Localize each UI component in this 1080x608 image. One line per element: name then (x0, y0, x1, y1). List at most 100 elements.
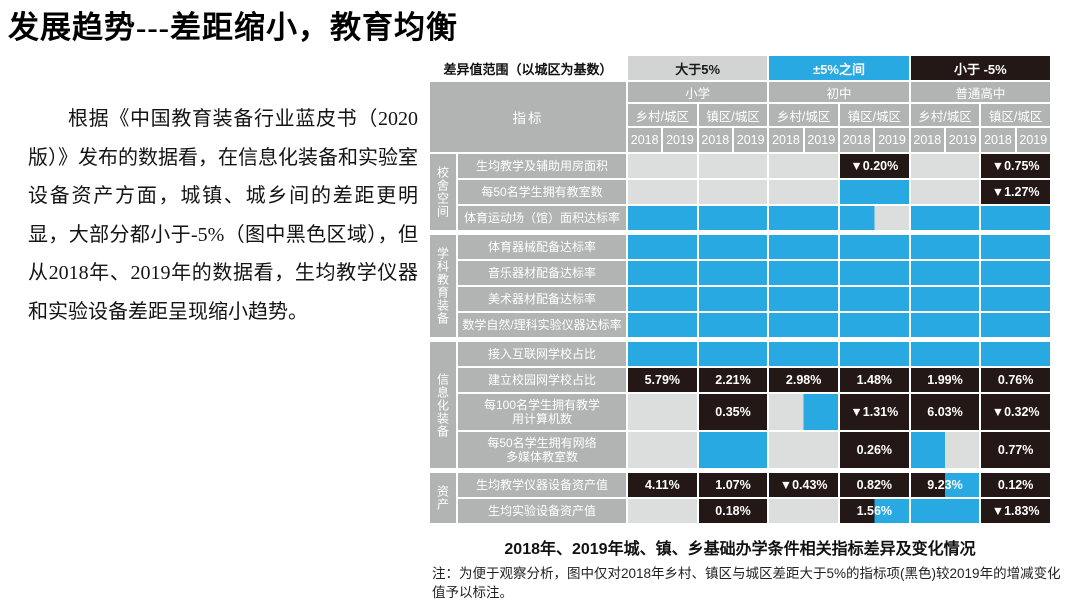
table-note: 注：为便于观察分析，图中仅对2018年乡村、镇区与城区差距大于5%的指标项(黑色… (432, 566, 1061, 600)
data-cell (698, 287, 768, 311)
data-cell (910, 342, 980, 366)
group-label: 学科教育装备 (430, 235, 456, 337)
data-cell (981, 261, 1050, 285)
data-cell: 0.18% (698, 499, 768, 523)
data-cell (698, 261, 768, 285)
data-cell (910, 432, 980, 468)
data-cell: 2.98% (769, 368, 838, 392)
subgroup-header: 乡村/城区 (628, 104, 697, 126)
data-cell (698, 206, 768, 230)
data-cell (910, 499, 980, 523)
data-cell (910, 206, 980, 230)
data-cell (981, 235, 1050, 259)
data-cell (839, 313, 909, 337)
row-label: 生均教学仪器设备资产值 (458, 473, 626, 497)
data-cell: 6.03% (910, 394, 980, 430)
year-header: 2019 (733, 128, 768, 152)
row-label: 生均教学及辅助用房面积 (458, 154, 626, 178)
data-cell (769, 342, 838, 366)
data-cell: 0.82% (839, 473, 909, 497)
indicator-header: 指标 (430, 82, 626, 152)
data-cell: 9.23% (910, 473, 980, 497)
data-cell (839, 235, 909, 259)
data-cell (769, 313, 838, 337)
data-cell: 5.79% (628, 368, 697, 392)
year-header: 2018 (839, 128, 874, 152)
year-header: 2019 (875, 128, 909, 152)
data-cell: ▼1.83% (981, 499, 1050, 523)
year-header: 2019 (663, 128, 697, 152)
year-header: 2018 (981, 128, 1015, 152)
subgroup-header: 镇区/城区 (839, 104, 909, 126)
data-cell: 2.21% (698, 368, 768, 392)
data-cell: 0.77% (981, 432, 1050, 468)
data-cell: ▼1.31% (839, 394, 909, 430)
year-header: 2018 (698, 128, 732, 152)
group-label: 校舍空间 (430, 154, 456, 230)
data-cell: 0.76% (981, 368, 1050, 392)
year-header: 2018 (769, 128, 803, 152)
data-cell (628, 313, 697, 337)
data-cell: ▼1.27% (981, 180, 1050, 204)
data-cell: 0.26% (839, 432, 909, 468)
data-cell (698, 235, 768, 259)
data-cell (910, 154, 980, 178)
data-cell (698, 313, 768, 337)
data-cell (628, 180, 697, 204)
data-cell (981, 342, 1050, 366)
row-label: 体育器械配备达标率 (458, 235, 626, 259)
data-cell (628, 235, 697, 259)
legend-title: 差异值范围（以城区为基数） (430, 56, 626, 80)
row-label: 接入互联网学校占比 (458, 342, 626, 366)
row-label: 每100名学生拥有教学 用计算机数 (458, 394, 626, 430)
year-header: 2018 (910, 128, 944, 152)
data-cell (839, 180, 909, 204)
data-cell (769, 287, 838, 311)
year-header: 2019 (804, 128, 838, 152)
subgroup-header: 乡村/城区 (910, 104, 980, 126)
data-cell: ▼0.32% (981, 394, 1050, 430)
table-caption: 2018年、2019年城、镇、乡基础办学条件相关指标差异及变化情况 (504, 541, 976, 558)
data-cell (769, 261, 838, 285)
data-cell (769, 499, 838, 523)
group-spacer (430, 470, 1050, 471)
legend-item: 大于5% (628, 56, 768, 80)
data-cell (628, 499, 697, 523)
data-cell (910, 287, 980, 311)
group-label: 信息化装备 (430, 342, 456, 468)
data-cell (769, 235, 838, 259)
data-cell (769, 154, 838, 178)
data-cell: 0.12% (981, 473, 1050, 497)
data-cell (628, 261, 697, 285)
data-cell (839, 287, 909, 311)
data-cell (769, 180, 838, 204)
indicator-table: 差异值范围（以城区为基数） 大于5% ±5%之间 小于 -5% 指标 小学 初中 普通高中 乡村… (430, 56, 1050, 523)
data-cell (628, 432, 697, 468)
data-cell (981, 287, 1050, 311)
page-title: 发展趋势---差距缩小，教育均衡 (8, 10, 458, 45)
data-cell (769, 432, 838, 468)
row-label: 体育运动场（馆）面积达标率 (458, 206, 626, 230)
data-cell (839, 342, 909, 366)
data-cell (910, 261, 980, 285)
data-cell (839, 206, 909, 230)
row-label: 音乐器材配备达标率 (458, 261, 626, 285)
data-cell (628, 287, 697, 311)
row-label: 生均实验设备资产值 (458, 499, 626, 523)
data-cell (628, 342, 697, 366)
row-label: 每50名学生拥有网络 多媒体教室数 (458, 432, 626, 468)
data-cell (698, 342, 768, 366)
data-cell (769, 206, 838, 230)
data-cell (981, 313, 1050, 337)
year-header: 2019 (945, 128, 980, 152)
data-cell: 1.99% (910, 368, 980, 392)
legend-item: 小于 -5% (910, 56, 1050, 80)
row-label: 建立校园网学校占比 (458, 368, 626, 392)
data-cell: 0.35% (698, 394, 768, 430)
year-header: 2018 (628, 128, 662, 152)
legend-item: ±5%之间 (769, 56, 909, 80)
data-cell: ▼0.20% (839, 154, 909, 178)
data-cell (698, 432, 768, 468)
level-header: 普通高中 (910, 82, 1050, 102)
data-cell: 1.07% (698, 473, 768, 497)
